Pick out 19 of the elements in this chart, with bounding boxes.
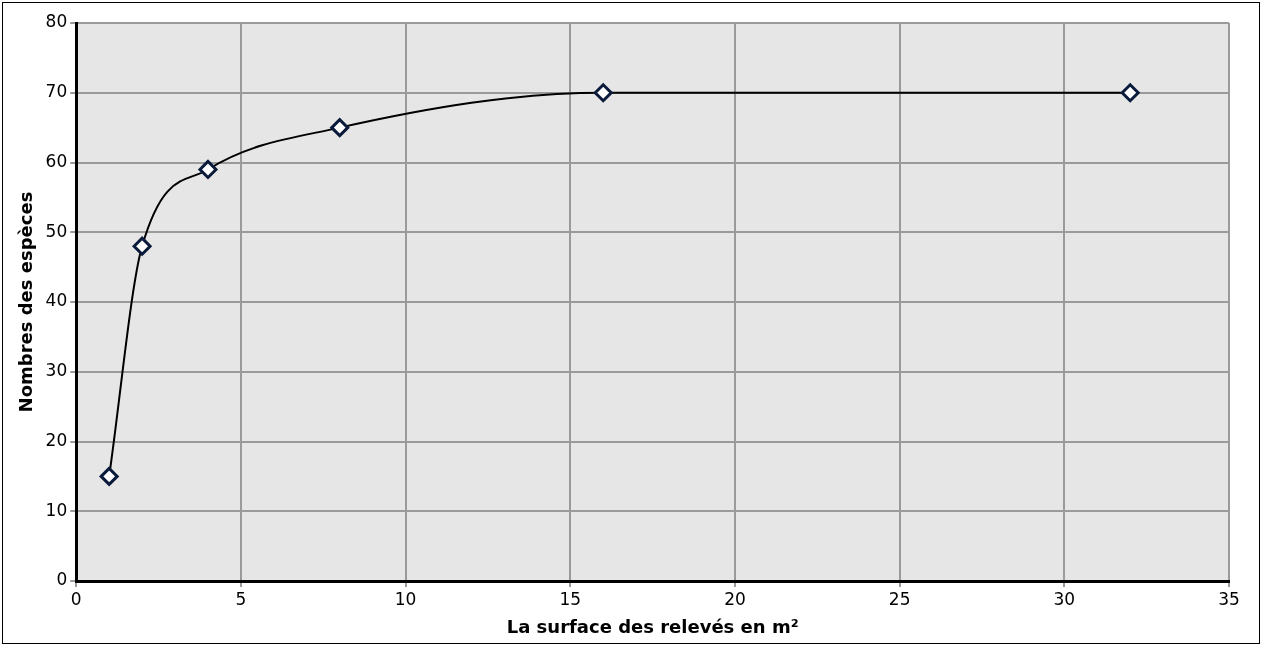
x-tick-label: 10	[394, 588, 417, 609]
x-tick-label: 20	[724, 588, 746, 609]
y-tick-label: 10	[45, 499, 68, 520]
x-axis-title: La surface des relevés en m²	[506, 615, 799, 637]
y-tick-label: 70	[45, 81, 68, 102]
y-tick-label: 50	[45, 220, 68, 241]
x-tick-label: 0	[70, 588, 82, 609]
y-tick-label: 40	[45, 290, 68, 311]
x-tick-label: 25	[888, 588, 911, 609]
y-tick-label: 0	[56, 569, 68, 590]
x-tick-label: 5	[235, 588, 247, 609]
y-tick-label: 30	[45, 360, 68, 381]
x-tick-label: 35	[1218, 588, 1240, 609]
y-tick-label: 20	[45, 429, 68, 450]
y-axis-title: Nombres des espèces	[15, 191, 37, 413]
y-tick-label: 80	[45, 11, 68, 32]
y-tick-label: 60	[45, 150, 68, 171]
x-tick-label: 15	[559, 588, 582, 609]
x-tick-label: 30	[1053, 588, 1076, 609]
